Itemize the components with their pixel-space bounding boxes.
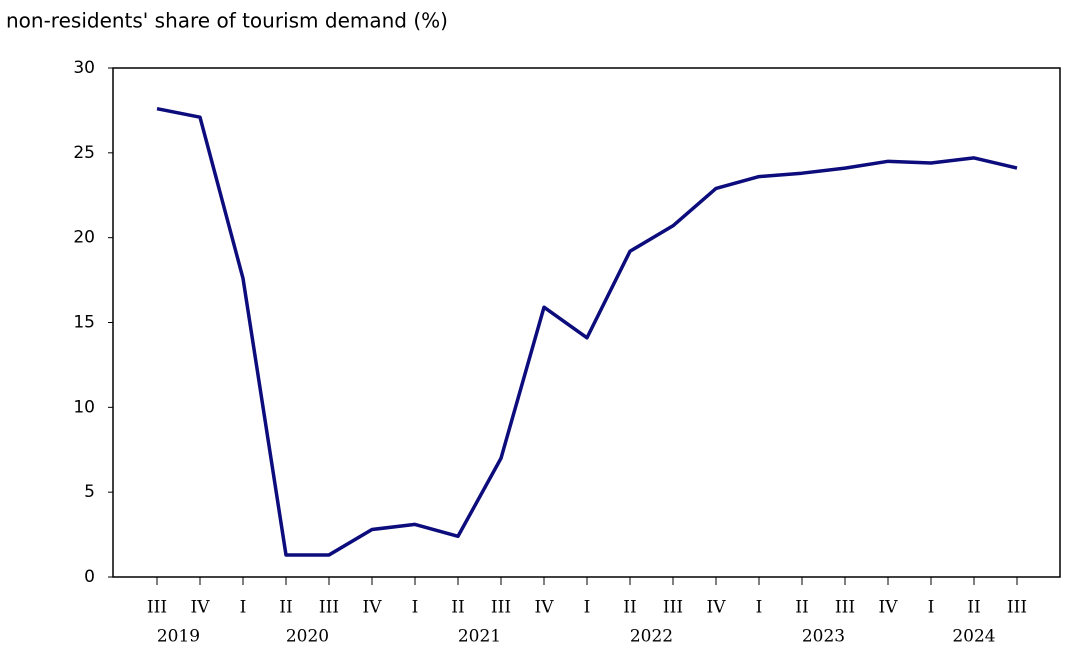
x-tick-label: IV [191,598,211,618]
x-tick-label: IV [535,598,555,618]
x-tick-label: IV [363,598,383,618]
data-line [156,107,1018,557]
y-tick-label: 15 [73,313,95,333]
x-tick-label: II [623,598,636,618]
x-tick-label: III [835,598,855,618]
x-tick-label: III [147,598,167,618]
x-tick-label: II [451,598,464,618]
x-tick-label: III [1007,598,1027,618]
x-group-label: 2021 [458,627,501,647]
y-tick-label: 25 [73,143,95,163]
x-group-label: 2019 [157,627,200,647]
x-tick-label: II [967,598,980,618]
x-tick-label: I [756,598,763,618]
x-tick-label: II [795,598,808,618]
x-tick-label: I [412,598,419,618]
x-tick-label: III [663,598,683,618]
x-tick-label: II [279,598,292,618]
x-tick-label: I [928,598,935,618]
x-tick-label: IV [879,598,899,618]
x-group-label: 2020 [286,627,329,647]
x-group-label: 2023 [802,627,845,647]
x-tick-label: IV [707,598,727,618]
x-tick-label: III [491,598,511,618]
x-group-label: 2024 [952,627,995,647]
x-tick-label: I [584,598,591,618]
y-tick-label: 5 [84,482,95,502]
y-tick-label: 0 [84,567,95,587]
y-tick-label: 20 [73,228,95,248]
chart-title: non-residents' share of tourism demand (… [6,9,448,33]
x-group-label: 2022 [630,627,673,647]
x-tick-label: I [240,598,247,618]
y-tick-label: 10 [73,397,95,417]
plot-frame [112,67,1061,578]
x-tick-label: III [319,598,339,618]
y-tick-label: 30 [73,58,95,78]
